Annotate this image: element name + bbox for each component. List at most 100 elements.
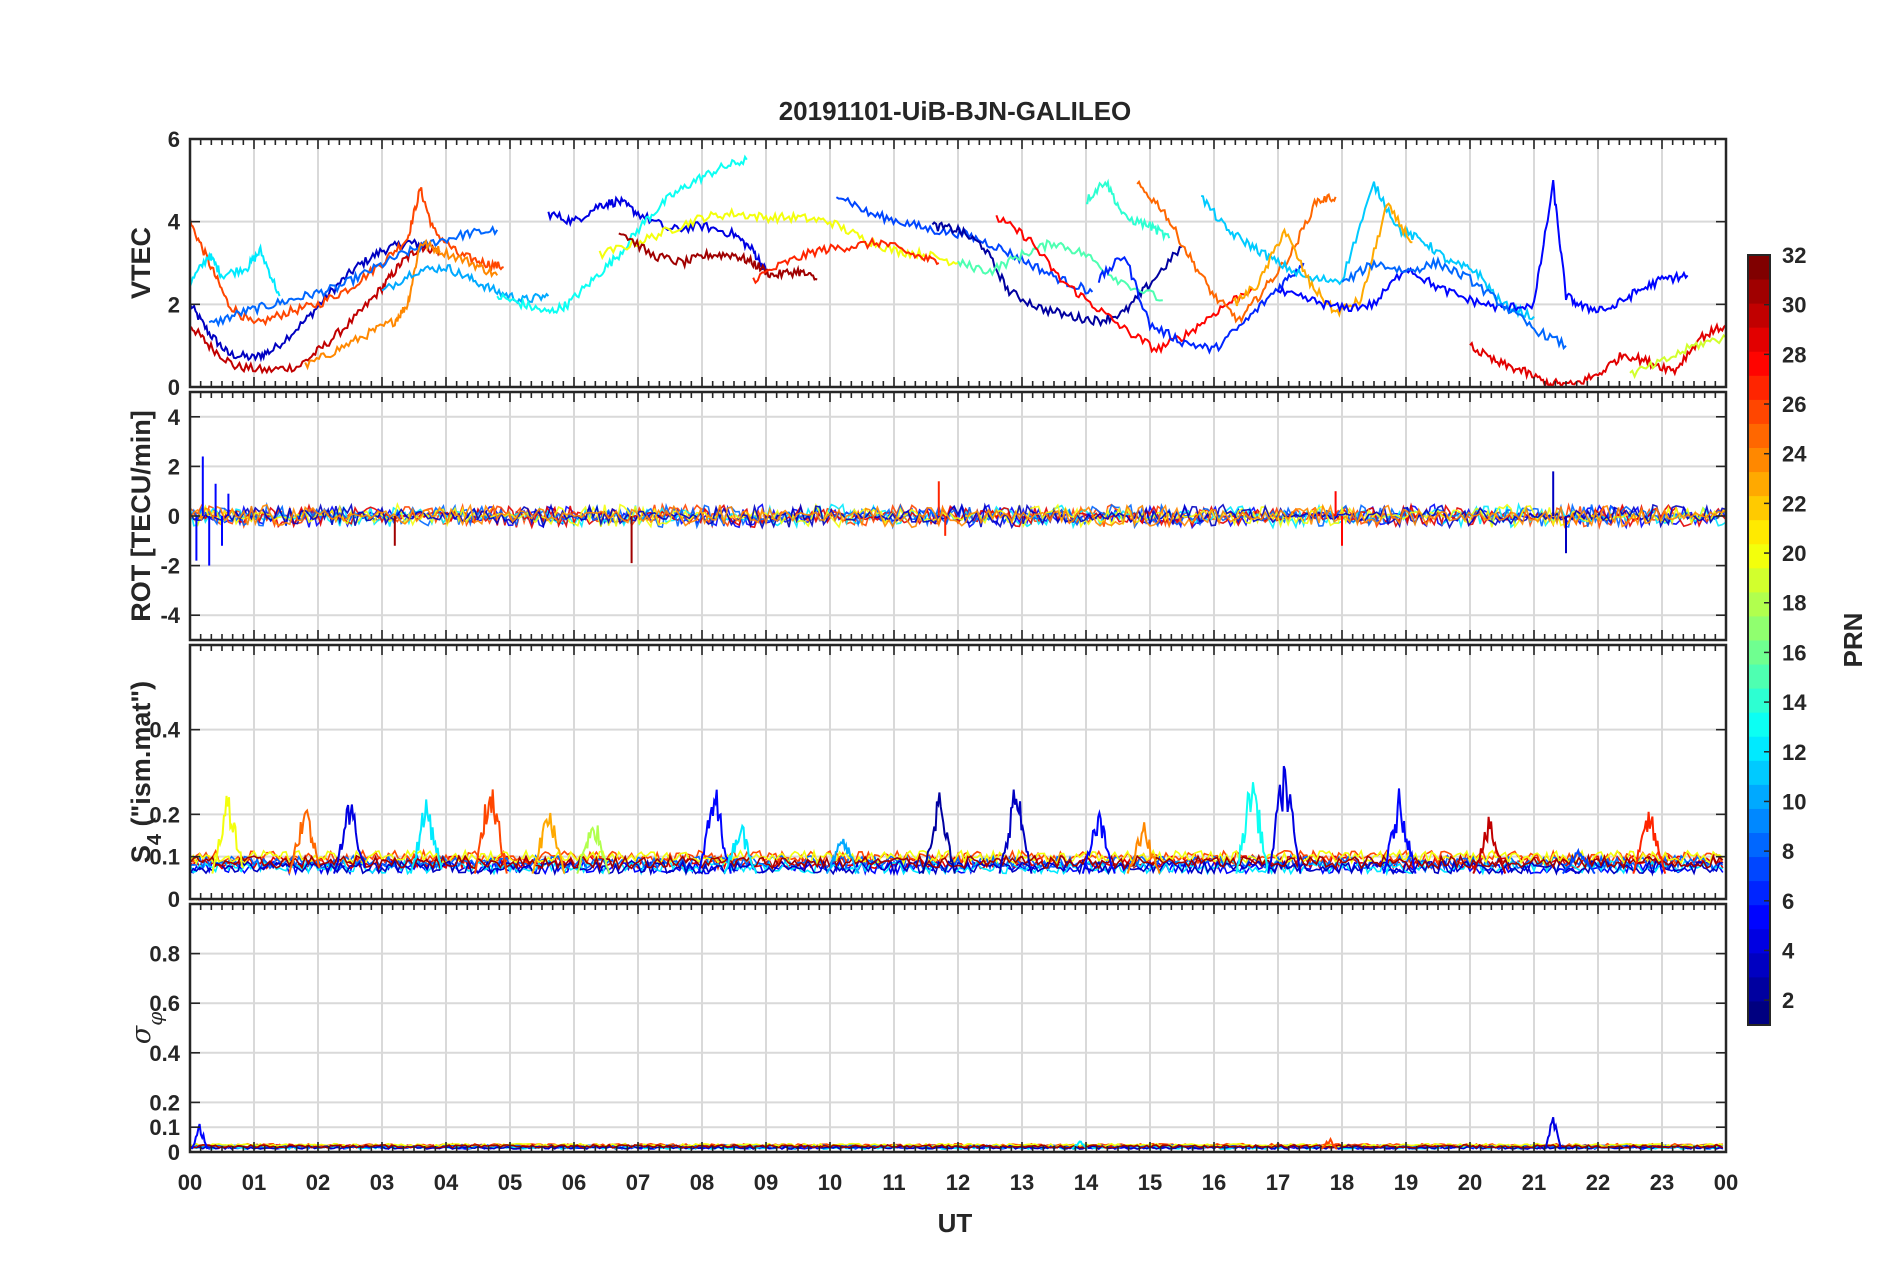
x-tick-label: 11	[882, 1170, 905, 1195]
colorbar-segment	[1748, 808, 1770, 833]
peak-prn-5	[697, 789, 732, 874]
x-tick-label: 20	[1458, 1170, 1482, 1195]
colorbar-segment	[1748, 303, 1770, 328]
colorbar-frame	[1747, 254, 1771, 1026]
colorbar-tick-label: 28	[1782, 342, 1806, 367]
y-tick-label: 0.2	[149, 802, 180, 827]
y-tick-label: 0	[168, 887, 180, 912]
colorbar-tick-label: 12	[1782, 740, 1806, 765]
x-tick-label: 23	[1650, 1170, 1674, 1195]
y-tick-label: -2	[160, 554, 180, 579]
ticks	[189, 904, 1727, 1153]
vtec-line-prn-6	[1097, 255, 1305, 355]
peak-prn-27	[1632, 811, 1667, 874]
colorbar-tick-label: 6	[1782, 889, 1794, 914]
vtec-line-prn-12	[190, 243, 281, 297]
panel-4: 00.10.2 0.4 0.6 0.8 σφ	[126, 902, 1728, 1165]
ut-axis: 00 01 02 03 04 05 06 07 08 09 10 11 12 13 14 15 16 17 18 19…	[178, 1170, 1738, 1195]
x-tick-label: 08	[690, 1170, 714, 1195]
peak-prn-7	[1562, 847, 1596, 875]
colorbar-segment	[1748, 399, 1770, 424]
vtec-line-prn-10	[381, 263, 550, 305]
peak-prn-24	[1126, 822, 1161, 874]
y-axis-label: S4 ("ism.mat")	[126, 681, 166, 863]
colorbar-segment	[1748, 664, 1770, 689]
figure-title: 20191101-UiB-BJN-GALILEO	[779, 96, 1132, 126]
peak-prn-26	[1320, 1136, 1338, 1150]
colorbar-segment	[1748, 952, 1770, 978]
y-tick-label: 0.1	[149, 845, 180, 870]
y-axis-label: VTEC	[126, 227, 156, 299]
ticks	[189, 138, 1727, 388]
colorbar-segment	[1748, 760, 1770, 785]
peak-prn-20	[211, 795, 244, 874]
peak-prn-4	[1267, 765, 1302, 874]
colorbar-segment	[1748, 928, 1770, 954]
x-tick-label: 10	[818, 1170, 842, 1195]
peak-prn-23	[531, 812, 566, 874]
peak-prn-10	[825, 838, 860, 875]
colorbar-segment	[1748, 688, 1770, 713]
colorbar-segment	[1748, 543, 1770, 569]
baseline-prn-31	[190, 852, 1724, 871]
vtec-line-prn-26	[190, 187, 504, 327]
colorbar-tick-label: 22	[1782, 491, 1806, 516]
panel-2: -4 -2 0 2 4 ROT [TECU/min]	[126, 390, 1728, 642]
x-tick-label: 12	[946, 1170, 970, 1195]
colorbar-segment	[1748, 351, 1770, 376]
colorbar-tick-label: 14	[1782, 690, 1807, 715]
y-axis-label: ROT [TECU/min]	[126, 410, 156, 621]
x-tick-label: 02	[306, 1170, 330, 1195]
colorbar-segment	[1748, 640, 1770, 665]
vtec-line-prn-31	[618, 232, 818, 281]
data-lines	[190, 765, 1724, 877]
x-tick-label: 05	[498, 1170, 522, 1195]
x-tick-label: 03	[370, 1170, 394, 1195]
y-tick-label: 2	[168, 292, 180, 317]
panel-1: 0 2 4 6 VTEC	[126, 127, 1728, 400]
colorbar-segment	[1748, 279, 1770, 304]
vtec-line-prn-27	[752, 236, 940, 285]
peak-prn-30	[1472, 816, 1507, 875]
colorbar-segment	[1748, 591, 1770, 617]
x-tick-label: 15	[1138, 1170, 1162, 1195]
x-tick-label: 00	[1714, 1170, 1738, 1195]
colorbar-segment	[1748, 375, 1770, 400]
colorbar-tick-label: 2	[1782, 988, 1794, 1013]
vtec-line-prn-8	[1341, 255, 1567, 351]
vtec-line-prn-30	[190, 241, 441, 375]
colorbar-segment	[1748, 423, 1770, 448]
colorbar-segment	[1748, 832, 1770, 858]
peak-prn-26	[473, 789, 508, 874]
y-axis-label: σφ	[126, 1012, 167, 1044]
y-tick-label: 2	[168, 454, 180, 479]
colorbar-label: PRN	[1838, 613, 1868, 668]
rot-line-prn-3	[190, 502, 1726, 530]
peak-prn-12	[409, 799, 443, 874]
colorbar-tick-label: 26	[1782, 392, 1806, 417]
peak-prn-5	[1081, 809, 1116, 874]
vtec-line-prn-3	[190, 238, 428, 363]
y-tick-label: -4	[160, 603, 180, 628]
colorbar-segment	[1748, 567, 1770, 593]
data-lines	[190, 1116, 1724, 1151]
colorbar-tick-label: 24	[1782, 442, 1807, 467]
y-tick-label: 0.1	[149, 1115, 180, 1140]
colorbar-segment	[1748, 327, 1770, 352]
ticks	[189, 392, 1727, 640]
peak-prn-2	[921, 792, 956, 874]
x-tick-label: 14	[1074, 1170, 1099, 1195]
vtec-line-prn-8	[208, 225, 499, 328]
x-tick-label: 06	[562, 1170, 586, 1195]
colorbar-tick-label: 16	[1782, 640, 1806, 665]
y-tick-label: 0.4	[149, 1041, 180, 1066]
x-tick-label: 17	[1266, 1170, 1290, 1195]
x-tick-label: 22	[1586, 1170, 1610, 1195]
x-tick-label: 18	[1330, 1170, 1354, 1195]
x-tick-label: 09	[754, 1170, 778, 1195]
colorbar-segment	[1748, 447, 1770, 473]
colorbar-tick-label: 32	[1782, 243, 1806, 268]
vtec-line-prn-5	[1277, 179, 1689, 316]
